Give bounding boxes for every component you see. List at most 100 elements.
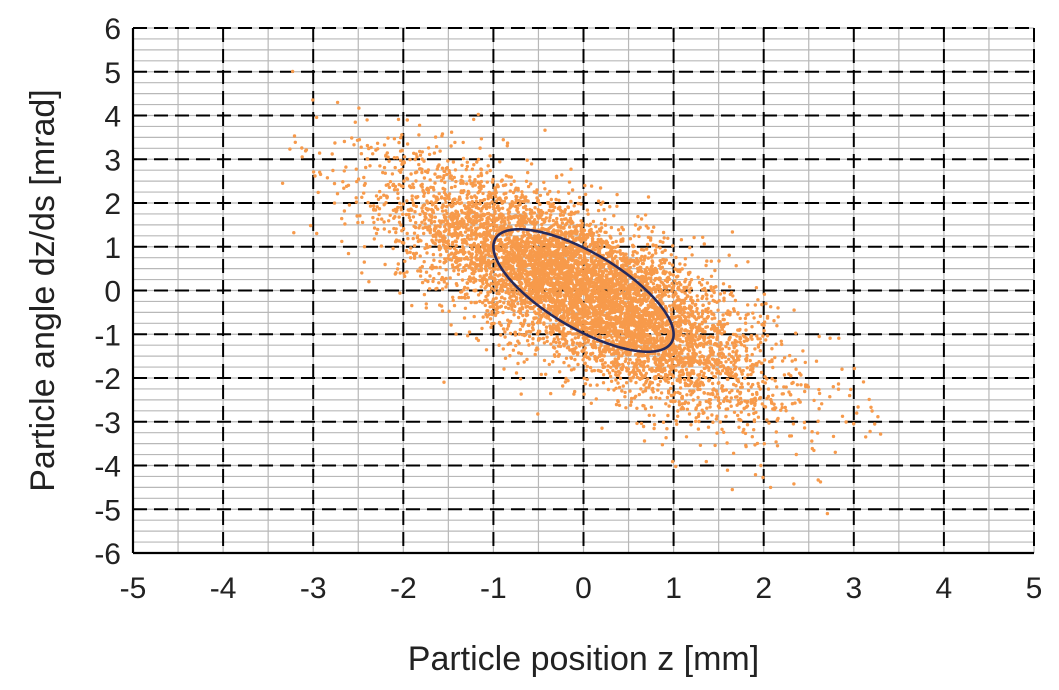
data-point (466, 295, 470, 300)
data-point (728, 313, 732, 317)
data-point (637, 289, 641, 293)
data-point (481, 315, 485, 319)
data-point (501, 310, 505, 315)
data-point (518, 273, 522, 278)
data-point (439, 195, 444, 199)
data-point (735, 340, 739, 344)
data-point (573, 336, 577, 340)
data-point (816, 419, 820, 423)
data-point (410, 194, 414, 198)
data-point (442, 196, 447, 201)
data-point (461, 225, 466, 229)
data-point (583, 242, 588, 246)
data-point (340, 239, 344, 244)
data-point (372, 237, 376, 241)
data-point (708, 339, 713, 343)
data-point (601, 362, 605, 367)
data-point (575, 223, 580, 228)
data-point (763, 381, 767, 385)
data-point (724, 311, 728, 315)
data-point (706, 425, 711, 429)
data-point (707, 368, 711, 372)
data-point (488, 168, 492, 173)
data-point (609, 225, 614, 230)
data-point (633, 249, 637, 254)
data-point (619, 366, 623, 371)
data-point (549, 197, 553, 202)
data-point (531, 341, 535, 346)
data-point (399, 136, 403, 140)
data-point (788, 353, 792, 358)
data-point (486, 194, 490, 198)
data-point (525, 339, 530, 343)
data-point (479, 137, 484, 141)
data-point (397, 215, 401, 219)
data-point (492, 228, 496, 233)
data-point (666, 364, 671, 368)
data-point (635, 406, 639, 410)
data-point (756, 343, 761, 347)
data-point (420, 280, 425, 285)
data-point (512, 309, 516, 313)
data-point (447, 228, 451, 233)
data-point (526, 170, 530, 175)
data-point (677, 374, 681, 378)
data-point (650, 264, 654, 268)
data-point (422, 194, 426, 198)
data-point (603, 223, 608, 227)
data-point (460, 217, 464, 221)
data-point (671, 244, 675, 248)
data-point (395, 267, 400, 271)
data-point (409, 246, 413, 250)
data-point (761, 334, 765, 338)
data-point (463, 268, 467, 272)
data-point (446, 159, 450, 163)
data-point (705, 259, 709, 263)
data-point (750, 325, 754, 329)
data-point (471, 221, 475, 225)
data-point (438, 259, 442, 264)
data-point (371, 215, 375, 220)
data-point (352, 143, 356, 147)
data-point (799, 373, 803, 377)
data-point (473, 178, 477, 182)
data-point (511, 287, 515, 291)
data-point (633, 272, 637, 277)
data-point (623, 395, 627, 399)
data-point (438, 149, 442, 153)
data-point (564, 304, 568, 308)
data-point (385, 196, 389, 200)
data-point (713, 443, 717, 448)
data-point (729, 404, 733, 408)
data-point (521, 230, 526, 235)
data-point (682, 310, 686, 314)
data-point (831, 434, 836, 439)
data-point (357, 106, 361, 110)
data-point (484, 312, 488, 317)
data-point (722, 330, 727, 334)
data-point (403, 259, 407, 263)
particle-points (280, 69, 883, 516)
data-point (613, 245, 618, 249)
data-point (688, 245, 692, 250)
data-point (501, 327, 506, 331)
data-point (375, 141, 380, 145)
data-point (486, 309, 490, 313)
data-point (670, 381, 675, 386)
data-point (870, 409, 874, 413)
data-point (718, 292, 723, 296)
data-point (711, 312, 715, 316)
data-point (451, 198, 455, 203)
data-point (567, 191, 571, 195)
data-point (812, 448, 816, 453)
data-point (609, 365, 613, 369)
data-point (411, 185, 416, 190)
data-point (475, 160, 479, 164)
data-point (506, 215, 510, 219)
data-point (472, 314, 476, 319)
data-point (620, 354, 624, 358)
data-point (546, 201, 550, 205)
data-point (643, 254, 647, 258)
data-point (717, 259, 721, 263)
data-point (561, 384, 565, 388)
